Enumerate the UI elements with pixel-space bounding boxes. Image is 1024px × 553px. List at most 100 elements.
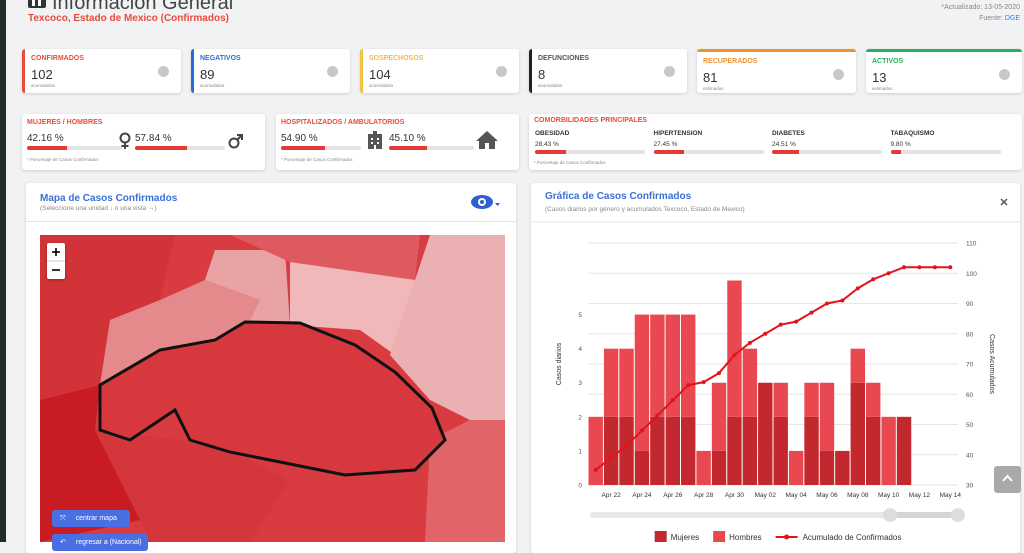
track bbox=[653, 150, 764, 154]
bar bbox=[634, 450, 650, 485]
bar bbox=[850, 382, 865, 485]
percent: 57.84 % bbox=[135, 133, 172, 144]
x-tick-label: May 14 bbox=[940, 492, 962, 499]
bar bbox=[773, 382, 788, 417]
bar bbox=[603, 416, 619, 485]
card-icon bbox=[496, 66, 507, 77]
y-tick-label: 2 bbox=[578, 414, 582, 421]
point bbox=[824, 301, 829, 306]
source-link[interactable]: DGE bbox=[1004, 15, 1020, 22]
scroll-top[interactable] bbox=[994, 466, 1021, 493]
y2-tick-label: 100 bbox=[966, 271, 977, 278]
bar bbox=[819, 382, 835, 451]
bar bbox=[866, 416, 881, 485]
bar bbox=[788, 450, 804, 485]
page-subtitle: Texcoco, Estado de Mexico (Confirmados) bbox=[28, 13, 229, 24]
navigator-track bbox=[590, 512, 958, 518]
point bbox=[886, 271, 891, 276]
navigator-range bbox=[890, 512, 958, 518]
point bbox=[639, 428, 644, 433]
track bbox=[389, 146, 474, 150]
legend-item[interactable]: Acumulado de Confirmados bbox=[775, 533, 902, 542]
item-name: DIABETES bbox=[772, 130, 805, 137]
y2-tick-label: 50 bbox=[966, 422, 974, 429]
item-percent: 24.51 % bbox=[772, 141, 796, 148]
panel-title: MUJERES / HOMBRES bbox=[27, 119, 103, 126]
card-value: 102 bbox=[31, 67, 53, 82]
card-note: acumulados bbox=[369, 83, 394, 88]
back-button[interactable]: ↶ regresar a (Nacional) bbox=[52, 534, 148, 551]
item-name: HIPERTENSION bbox=[653, 130, 703, 137]
point bbox=[840, 298, 845, 303]
x-tick-label: Apr 22 bbox=[602, 492, 622, 499]
percent: 54.90 % bbox=[281, 133, 318, 144]
home-icon bbox=[476, 131, 498, 149]
divider bbox=[26, 221, 516, 222]
x-tick-label: May 08 bbox=[847, 492, 869, 499]
bar bbox=[742, 416, 758, 485]
card-icon bbox=[158, 66, 169, 77]
bar bbox=[881, 416, 896, 485]
point bbox=[855, 286, 860, 291]
bar bbox=[681, 314, 696, 417]
map[interactable] bbox=[40, 235, 505, 542]
source-label: Fuente: bbox=[979, 15, 1003, 22]
zoom-buttons[interactable] bbox=[47, 243, 65, 279]
card-label: NEGATIVOS bbox=[200, 55, 241, 62]
updated: *Actualizado: 13-05-2020 bbox=[941, 4, 1020, 11]
card-label: CONFIRMADOS bbox=[31, 55, 84, 62]
y2-axis-title: Casos Acumulados bbox=[988, 334, 995, 394]
progress bbox=[772, 150, 799, 154]
map-title: Mapa de Casos Confirmados bbox=[40, 193, 178, 204]
card-value: 81 bbox=[703, 70, 718, 85]
point bbox=[794, 319, 799, 324]
legend-item[interactable]: Hombres bbox=[713, 531, 762, 542]
map-subtitle: (Seleccione una unidad ↓ o una vista →) bbox=[40, 205, 157, 212]
y2-tick-label: 80 bbox=[966, 331, 974, 338]
hospital-icon bbox=[368, 131, 382, 149]
bar bbox=[588, 416, 603, 485]
card-note: acumulados bbox=[200, 83, 225, 88]
legend-item[interactable]: Mujeres bbox=[654, 531, 699, 542]
panel-note: * Porcentaje de Casos Confirmados bbox=[534, 160, 606, 165]
card-value: 89 bbox=[200, 67, 215, 82]
bar bbox=[665, 416, 680, 485]
panel-note: * Porcentaje de Casos Confirmados bbox=[27, 157, 99, 162]
panel-title: HOSPITALIZADOS / AMBULATORIOS bbox=[281, 119, 405, 126]
stat-card: ACTIVOS 13 estimados bbox=[866, 49, 1022, 93]
panel-note: * Porcentaje de Casos Confirmados bbox=[281, 157, 353, 162]
x-tick-label: May 06 bbox=[816, 492, 838, 499]
point bbox=[809, 310, 814, 315]
bar bbox=[665, 314, 680, 417]
y2-tick-label: 40 bbox=[966, 452, 974, 459]
point bbox=[732, 352, 737, 357]
x-tick-label: May 04 bbox=[785, 492, 807, 499]
bar bbox=[758, 382, 773, 485]
button-label: centrar mapa bbox=[75, 515, 117, 522]
navigator-handle[interactable] bbox=[883, 508, 897, 522]
point bbox=[655, 413, 660, 418]
progress bbox=[890, 150, 902, 154]
y2-tick-label: 30 bbox=[966, 483, 974, 490]
progress bbox=[389, 146, 428, 150]
legend-swatch bbox=[784, 534, 790, 540]
center-button[interactable]: ⤧ centrar mapa bbox=[52, 510, 130, 527]
view-toggle[interactable] bbox=[471, 194, 501, 210]
item-percent: 27.45 % bbox=[653, 141, 678, 148]
point bbox=[717, 371, 722, 376]
chart-title: Gráfica de Casos Confirmados bbox=[545, 191, 692, 202]
navigator-handle[interactable] bbox=[951, 508, 965, 522]
line bbox=[595, 266, 951, 471]
item-name: OBESIDAD bbox=[535, 130, 570, 137]
button-label: regresar a (Nacional) bbox=[75, 539, 142, 546]
source: Fuente: DGE bbox=[979, 15, 1020, 22]
item-percent: 9.80 % bbox=[890, 141, 911, 148]
bar bbox=[804, 382, 819, 417]
progress bbox=[27, 146, 68, 150]
bar bbox=[603, 348, 619, 417]
card-label: RECUPERADOS bbox=[703, 58, 758, 65]
y-tick-label: 5 bbox=[578, 312, 582, 319]
close-button[interactable] bbox=[1000, 198, 1008, 206]
card-value: 8 bbox=[538, 67, 546, 82]
y2-tick-label: 90 bbox=[966, 301, 974, 308]
